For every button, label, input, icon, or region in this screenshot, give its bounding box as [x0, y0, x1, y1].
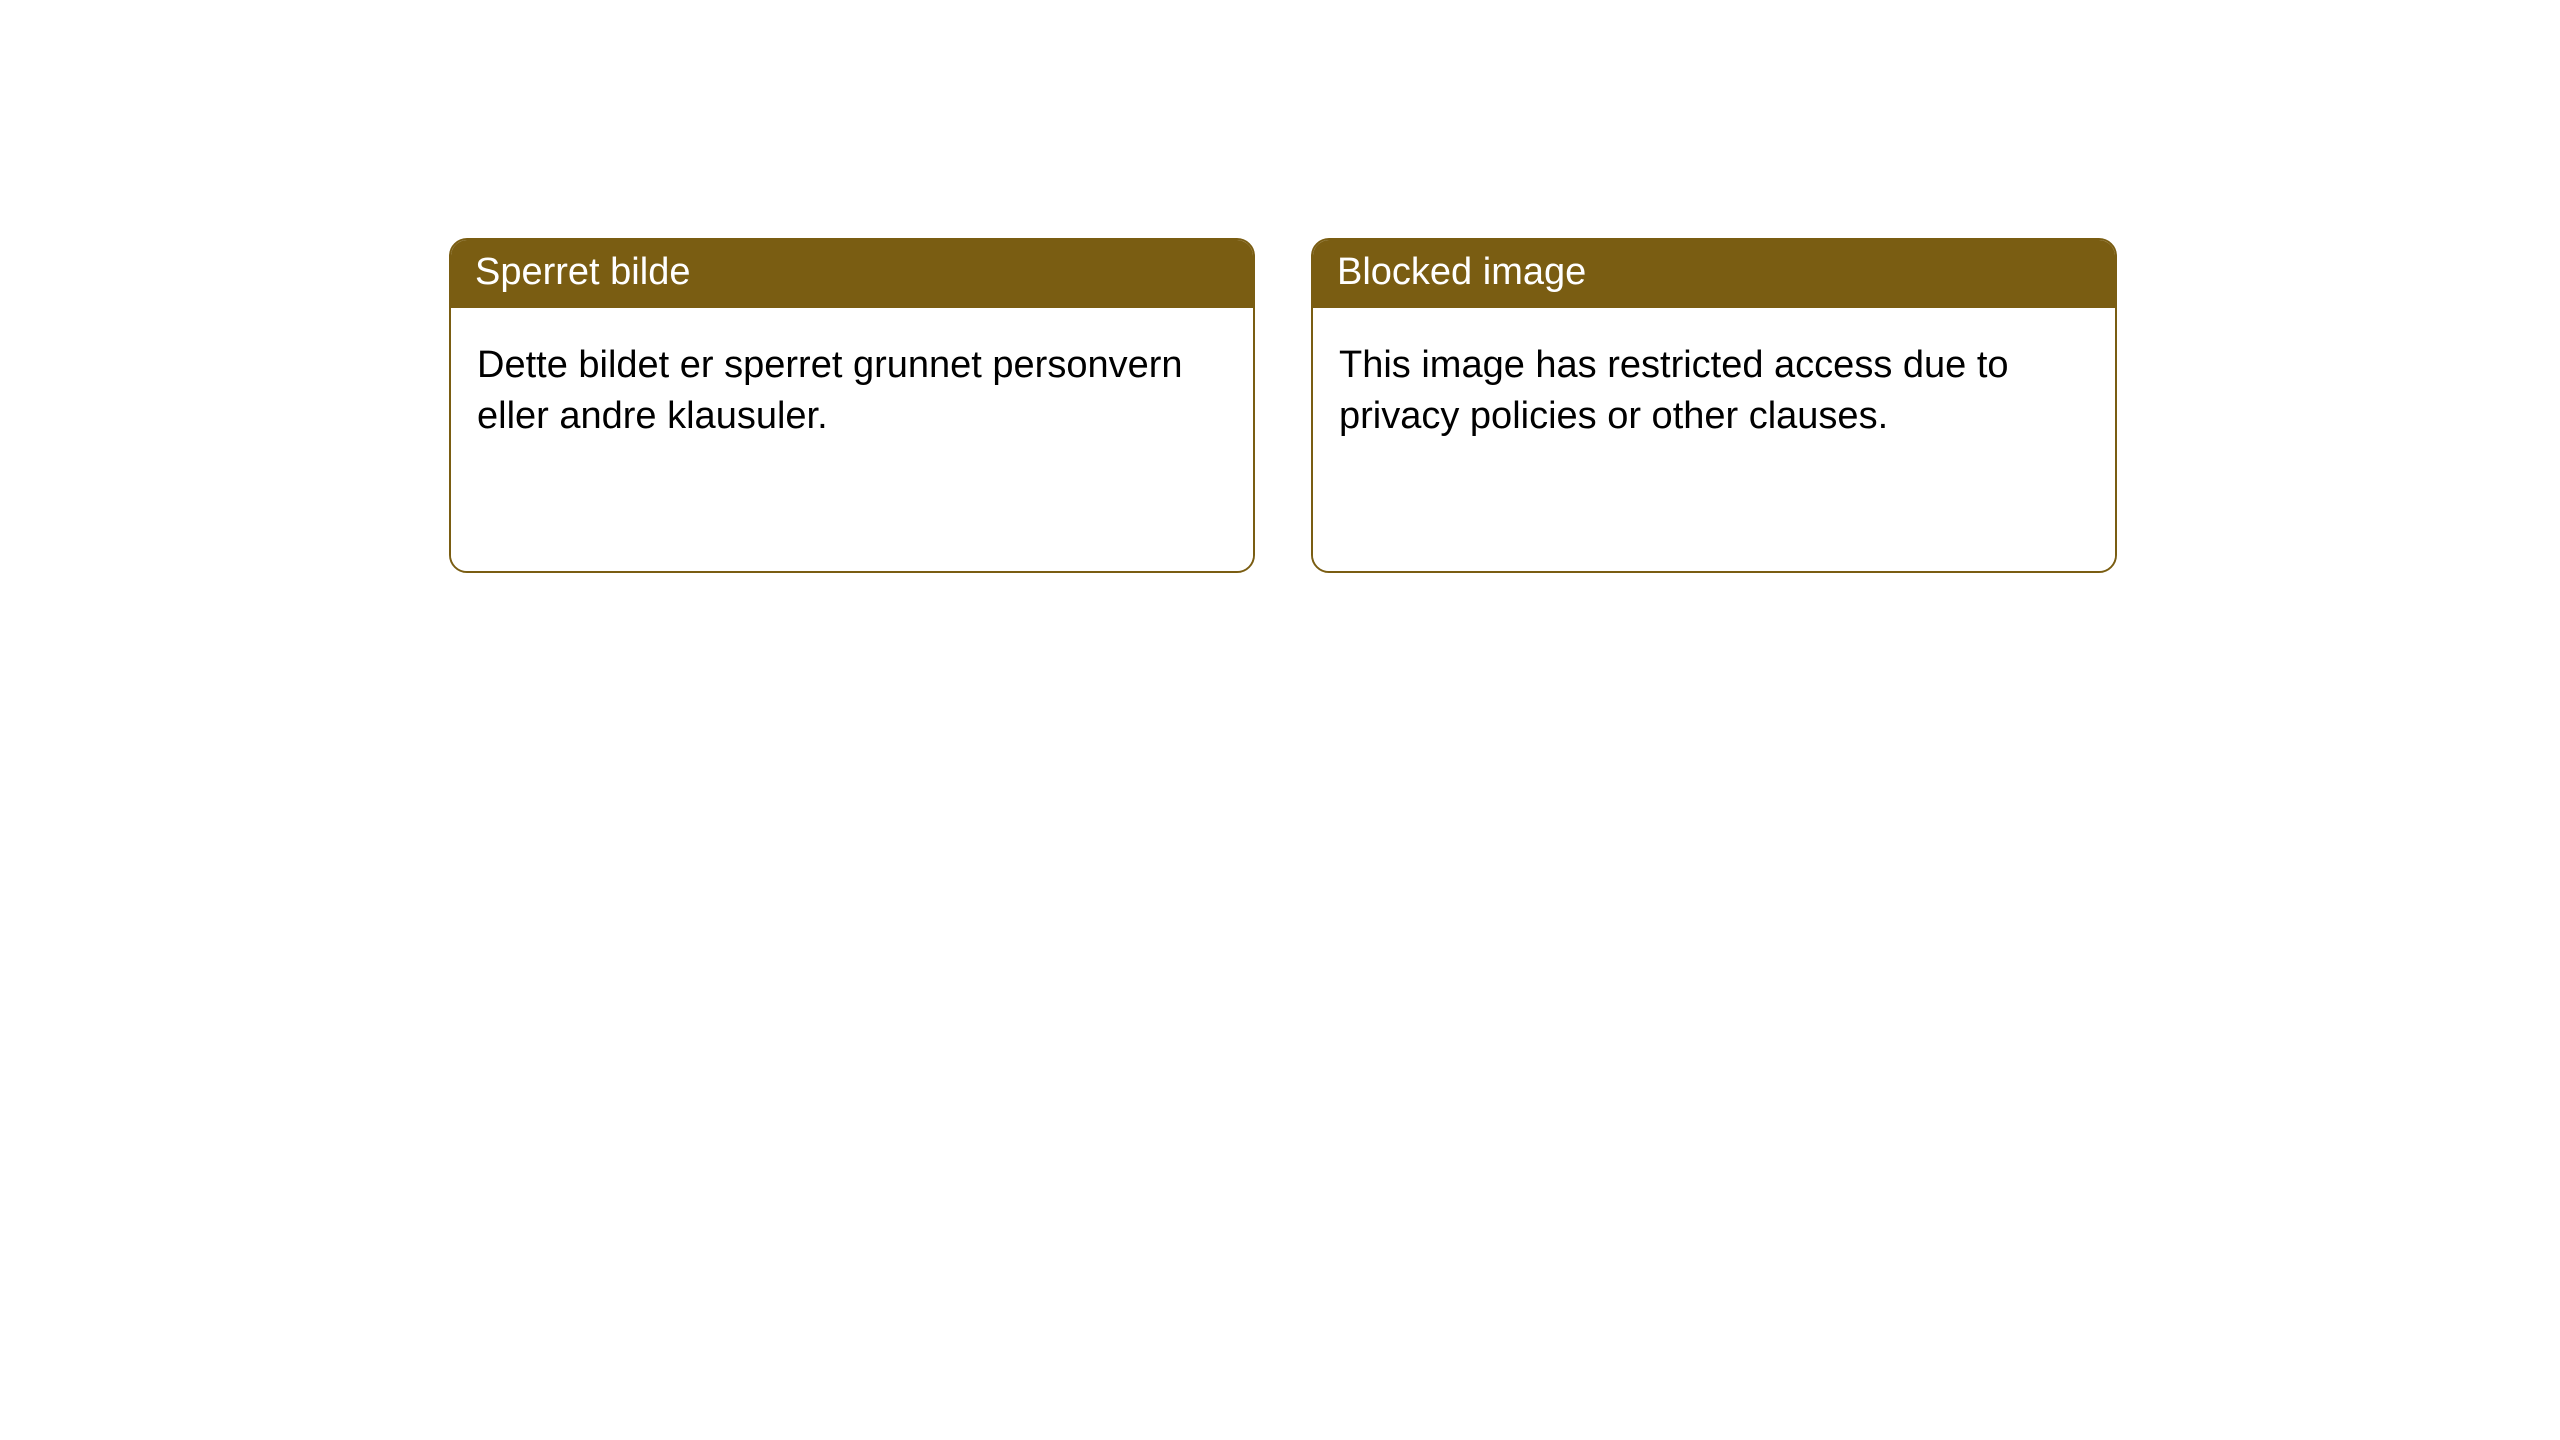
cards-container: Sperret bilde Dette bildet er sperret gr… — [0, 0, 2560, 573]
card-header: Blocked image — [1313, 240, 2115, 308]
blocked-image-card-en: Blocked image This image has restricted … — [1311, 238, 2117, 573]
card-body: Dette bildet er sperret grunnet personve… — [451, 308, 1253, 571]
card-body: This image has restricted access due to … — [1313, 308, 2115, 571]
card-header: Sperret bilde — [451, 240, 1253, 308]
blocked-image-card-no: Sperret bilde Dette bildet er sperret gr… — [449, 238, 1255, 573]
